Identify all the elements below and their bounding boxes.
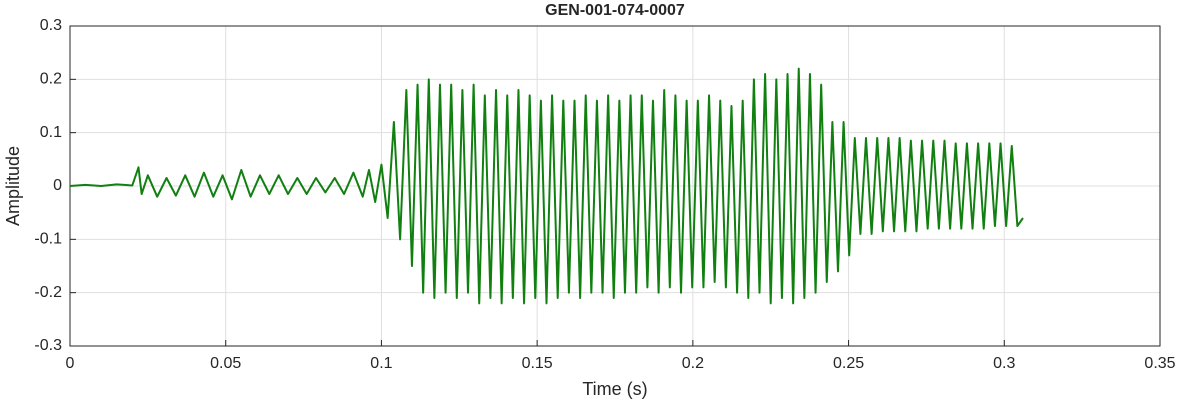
x-tick-label: 0.05: [210, 355, 241, 372]
x-tick-label: 0.15: [522, 355, 553, 372]
y-tick-label: 0.3: [40, 17, 62, 34]
chart-title: GEN-001-074-0007: [545, 2, 685, 19]
y-tick-label: -0.3: [34, 337, 62, 354]
waveform-line: [69, 67, 1024, 305]
x-tick-label: 0: [66, 355, 75, 372]
x-tick-label: 0.3: [993, 355, 1015, 372]
x-tick-label: 0.25: [833, 355, 864, 372]
x-tick-label: 0.1: [370, 355, 392, 372]
x-tick-label: 0.35: [1144, 355, 1175, 372]
y-tick-label: 0.2: [40, 71, 62, 88]
y-tick-label: -0.2: [34, 284, 62, 301]
y-axis-label: Amplitude: [3, 146, 23, 226]
x-tick-label: 0.2: [682, 355, 704, 372]
x-axis-label: Time (s): [582, 379, 647, 399]
y-tick-label: 0: [53, 177, 62, 194]
y-tick-label: 0.1: [40, 124, 62, 141]
y-tick-label: -0.1: [34, 231, 62, 248]
